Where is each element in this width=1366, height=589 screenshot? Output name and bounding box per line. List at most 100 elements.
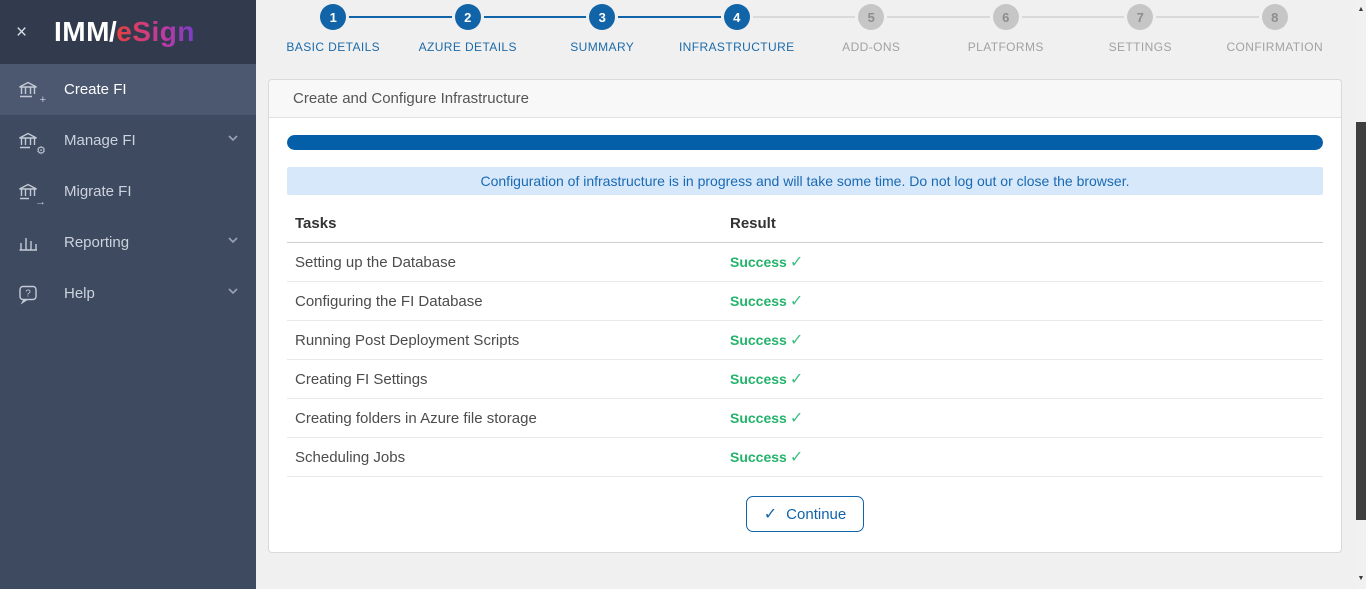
step-number[interactable]: 2: [454, 4, 481, 30]
table-row: Setting up the Database Success ✓: [287, 242, 1323, 282]
success-label: Success: [730, 332, 787, 348]
check-icon: ✓: [789, 410, 804, 427]
step-label: INFRASTRUCTURE: [678, 40, 795, 54]
progress-bar: [287, 135, 1323, 150]
success-label: Success: [730, 371, 787, 387]
bank-gear-icon: ⚙: [16, 129, 46, 156]
bank-plus-icon: +: [16, 78, 46, 105]
logo-slash: /: [108, 16, 118, 47]
scrollbar-thumb[interactable]: [1356, 122, 1366, 520]
logo-esign: eSign: [116, 16, 195, 47]
step-platforms[interactable]: 6 PLATFORMS: [939, 4, 1124, 72]
success-label: Success: [730, 293, 787, 309]
help-bubble-icon: ?: [16, 282, 42, 306]
task-name: Creating folders in Azure file storage: [287, 398, 722, 438]
table-row: Creating FI Settings Success ✓: [287, 359, 1323, 399]
sidebar-item-manage-fi[interactable]: ⚙ Manage FI: [0, 115, 256, 166]
bank-arrow-icon: →: [16, 180, 46, 207]
continue-button[interactable]: ✓ Continue: [745, 496, 865, 532]
step-number[interactable]: 3: [589, 4, 616, 30]
sidebar-item-create-fi[interactable]: + Create FI: [0, 64, 256, 115]
close-icon[interactable]: ×: [16, 21, 28, 43]
svg-text:?: ?: [25, 288, 31, 299]
success-label: Success: [730, 449, 787, 465]
tasks-table: Tasks Result Setting up the Database Suc…: [287, 205, 1323, 477]
main-content: 1 BASIC DETAILS 2 AZURE DETAILS 3 SUMMAR…: [256, 0, 1356, 589]
task-result: Success ✓: [722, 437, 1323, 477]
sidebar-header: × IMM/eSign: [0, 0, 256, 64]
step-label: AZURE DETAILS: [418, 40, 517, 54]
step-settings[interactable]: 7 SETTINGS: [1073, 4, 1259, 72]
task-result: Success ✓: [722, 242, 1323, 282]
table-row: Scheduling Jobs Success ✓: [287, 437, 1323, 477]
check-icon: ✓: [789, 293, 804, 310]
task-result: Success ✓: [722, 281, 1323, 321]
table-row: Creating folders in Azure file storage S…: [287, 398, 1323, 438]
vertical-scrollbar[interactable]: ▲ ▼: [1356, 0, 1366, 589]
step-number[interactable]: 4: [723, 4, 750, 30]
logo-imm: IMM: [54, 16, 110, 47]
sidebar-item-reporting[interactable]: Reporting: [0, 217, 256, 268]
task-name: Configuring the FI Database: [287, 281, 722, 321]
step-number[interactable]: 6: [992, 4, 1019, 30]
sidebar-item-label: Help: [64, 285, 95, 302]
check-icon: ✓: [789, 449, 804, 466]
step-number[interactable]: 1: [320, 4, 347, 30]
step-add-ons[interactable]: 5 ADD-ONS: [804, 4, 990, 72]
step-number[interactable]: 5: [858, 4, 885, 30]
tasks-column-header: Tasks: [287, 205, 722, 243]
task-name: Creating FI Settings: [287, 359, 722, 399]
step-confirmation[interactable]: 8 CONFIRMATION: [1208, 4, 1343, 72]
sidebar-item-label: Reporting: [64, 234, 130, 251]
task-name: Scheduling Jobs: [287, 437, 722, 477]
success-label: Success: [730, 254, 787, 270]
check-icon: ✓: [763, 506, 778, 523]
sidebar-item-migrate-fi[interactable]: → Migrate FI: [0, 166, 256, 217]
bar-chart-icon: [16, 231, 42, 255]
task-name: Running Post Deployment Scripts: [287, 320, 722, 360]
task-result: Success ✓: [722, 320, 1323, 360]
progress-fill: [287, 135, 1323, 150]
task-name: Setting up the Database: [287, 242, 722, 282]
button-row: ✓ Continue: [287, 496, 1323, 532]
chevron-down-icon[interactable]: [226, 284, 240, 303]
result-column-header: Result: [722, 205, 1323, 243]
check-icon: ✓: [789, 332, 804, 349]
check-icon: ✓: [789, 254, 804, 271]
step-number[interactable]: 8: [1261, 4, 1288, 30]
step-label: ADD-ONS: [842, 40, 901, 54]
card-title: Create and Configure Infrastructure: [269, 80, 1341, 118]
step-infrastructure[interactable]: 4 INFRASTRUCTURE: [670, 4, 855, 72]
step-summary[interactable]: 3 SUMMARY: [535, 4, 721, 72]
step-label: PLATFORMS: [967, 40, 1044, 54]
step-basic-details[interactable]: 1 BASIC DETAILS: [266, 4, 452, 72]
sidebar-item-help[interactable]: ? Help: [0, 268, 256, 319]
sidebar-menu: + Create FI ⚙ Manage FI → Migrate FI: [0, 64, 256, 319]
chevron-down-icon[interactable]: [226, 131, 240, 150]
task-result: Success ✓: [722, 359, 1323, 399]
check-icon: ✓: [789, 371, 804, 388]
step-label: SUMMARY: [570, 40, 635, 54]
sidebar-item-label: Create FI: [64, 81, 127, 98]
scroll-up-arrow-icon[interactable]: ▲: [1357, 6, 1365, 13]
table-row: Running Post Deployment Scripts Success ✓: [287, 320, 1323, 360]
scroll-down-arrow-icon[interactable]: ▼: [1357, 575, 1365, 582]
step-label: CONFIRMATION: [1226, 40, 1324, 54]
step-number[interactable]: 7: [1127, 4, 1154, 30]
app-logo: IMM/eSign: [54, 16, 195, 48]
table-row: Configuring the FI Database Success ✓: [287, 281, 1323, 321]
sidebar-item-label: Migrate FI: [64, 183, 132, 200]
table-header-row: Tasks Result: [287, 205, 1323, 243]
sidebar-item-label: Manage FI: [64, 132, 136, 149]
chevron-down-icon[interactable]: [226, 233, 240, 252]
wizard-stepper: 1 BASIC DETAILS 2 AZURE DETAILS 3 SUMMAR…: [256, 0, 1356, 72]
step-label: SETTINGS: [1108, 40, 1172, 54]
step-azure-details[interactable]: 2 AZURE DETAILS: [401, 4, 586, 72]
infrastructure-card: Create and Configure Infrastructure Conf…: [268, 79, 1342, 553]
step-label: BASIC DETAILS: [286, 40, 381, 54]
info-banner: Configuration of infrastructure is in pr…: [287, 167, 1323, 195]
card-body: Configuration of infrastructure is in pr…: [269, 118, 1341, 532]
continue-button-label: Continue: [786, 505, 847, 523]
sidebar: × IMM/eSign + Create FI ⚙ Manage FI: [0, 0, 256, 589]
task-result: Success ✓: [722, 398, 1323, 438]
